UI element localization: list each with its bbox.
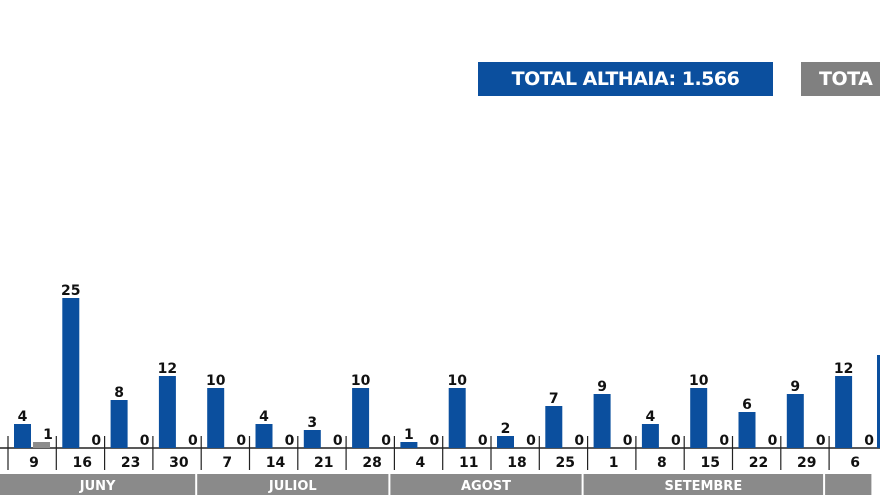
x-tick-label: 1	[609, 455, 619, 471]
data-label: 0	[574, 433, 584, 449]
data-label: 1	[43, 427, 53, 443]
data-label: 7	[549, 391, 559, 407]
x-tick-label: 15	[700, 455, 719, 471]
data-label: 10	[689, 373, 709, 389]
x-tick-label: 23	[121, 455, 140, 471]
month-band	[583, 474, 824, 495]
data-label: 25	[61, 283, 80, 299]
data-label: 0	[864, 433, 874, 449]
x-tick-label: 16	[73, 455, 92, 471]
data-label: 0	[478, 433, 488, 449]
bar-althaia	[303, 430, 321, 448]
data-label: 0	[381, 433, 391, 449]
x-tick-label: 6	[850, 455, 860, 471]
data-label: 2	[501, 421, 511, 437]
data-label: 9	[790, 379, 800, 395]
bar-althaia	[448, 388, 466, 448]
bar-althaia	[62, 298, 80, 448]
data-label: 4	[18, 409, 28, 425]
bar-althaia	[14, 424, 31, 448]
data-label: 10	[206, 373, 226, 389]
data-label: 0	[816, 433, 826, 449]
bar-althaia	[545, 406, 563, 448]
bar-althaia	[641, 424, 659, 448]
bar-other	[33, 442, 50, 448]
bar-althaia	[400, 442, 418, 448]
x-tick-label: 25	[556, 455, 575, 471]
x-tick-label: 8	[657, 455, 667, 471]
data-label: 0	[671, 433, 681, 449]
x-tick-label: 28	[362, 455, 381, 471]
data-label: 6	[742, 397, 752, 413]
x-tick-label: 9	[29, 455, 39, 471]
data-label: 0	[623, 433, 633, 449]
x-tick-label: 7	[222, 455, 232, 471]
bar-althaia	[158, 376, 176, 448]
data-label: 0	[236, 433, 246, 449]
data-label: 3	[307, 415, 317, 431]
month-label: SETEMBRE	[664, 479, 742, 494]
month-band	[197, 474, 389, 495]
data-label: 0	[768, 433, 778, 449]
data-label: 0	[91, 433, 101, 449]
data-label: 0	[140, 433, 150, 449]
data-label: 0	[285, 433, 295, 449]
bar-althaia	[877, 355, 880, 448]
month-band	[390, 474, 582, 495]
bar-althaia	[835, 376, 853, 448]
x-tick-label: 11	[459, 455, 478, 471]
x-tick-label: 4	[416, 455, 426, 471]
data-label: 8	[114, 385, 124, 401]
bar-althaia	[110, 400, 128, 448]
month-label: JULIOL	[268, 479, 317, 494]
legend-total-althaia: TOTAL ALTHAIA: 1.566	[478, 62, 773, 96]
month-band	[0, 474, 196, 495]
legend-total-other: TOTA	[801, 62, 880, 96]
data-label: 0	[719, 433, 729, 449]
bar-althaia	[738, 412, 756, 448]
bar-althaia	[255, 424, 273, 448]
bar-althaia	[207, 388, 225, 448]
data-label: 0	[333, 433, 343, 449]
x-tick-label: 30	[169, 455, 189, 471]
data-label: 0	[526, 433, 536, 449]
data-label: 10	[447, 373, 467, 389]
month-label: JUNY	[79, 479, 116, 494]
bar-althaia	[690, 388, 708, 448]
data-label: 1	[404, 427, 414, 443]
data-label: 9	[597, 379, 607, 395]
data-label: 12	[158, 361, 177, 377]
x-tick-label: 22	[749, 455, 768, 471]
bar-althaia	[352, 388, 370, 448]
data-label: 12	[834, 361, 853, 377]
data-label: 0	[430, 433, 440, 449]
x-tick-label: 14	[266, 455, 286, 471]
month-label: AGOST	[461, 479, 511, 494]
month-band	[825, 474, 872, 495]
data-label: 4	[646, 409, 656, 425]
bar-althaia	[593, 394, 611, 448]
x-tick-label: 29	[797, 455, 816, 471]
bar-althaia	[497, 436, 514, 448]
x-tick-label: 18	[507, 455, 526, 471]
data-label: 4	[259, 409, 269, 425]
bar-althaia	[786, 394, 804, 448]
data-label: 10	[351, 373, 371, 389]
data-label: 0	[188, 433, 198, 449]
x-tick-label: 21	[314, 455, 333, 471]
